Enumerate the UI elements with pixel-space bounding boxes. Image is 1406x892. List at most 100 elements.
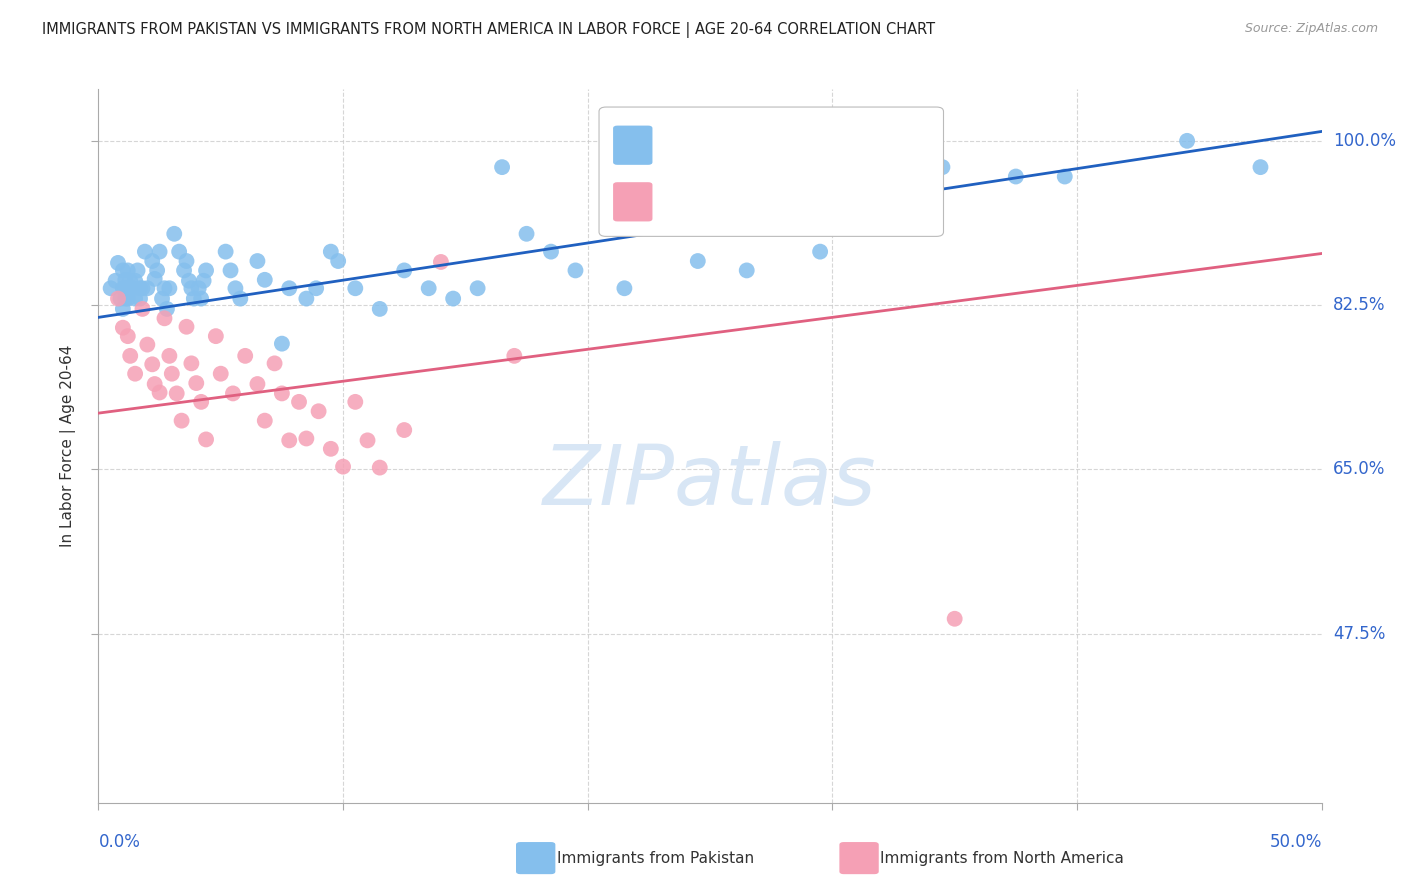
- Point: [190, 292, 212, 306]
- Point: [160, 367, 183, 381]
- Point: [120, 349, 142, 363]
- Point: [515, 227, 537, 241]
- Point: [117, 292, 139, 306]
- Point: [173, 263, 195, 277]
- Point: [356, 434, 378, 448]
- Point: [613, 281, 636, 295]
- Point: [170, 414, 193, 428]
- Point: [121, 281, 143, 295]
- Point: [129, 292, 152, 306]
- Point: [141, 254, 163, 268]
- Point: [107, 292, 129, 306]
- Point: [153, 281, 176, 295]
- Point: [166, 386, 188, 401]
- Point: [157, 349, 180, 363]
- Text: 0.580: 0.580: [702, 136, 759, 154]
- Text: 65.0%: 65.0%: [1333, 460, 1385, 478]
- Point: [156, 301, 179, 316]
- Point: [114, 273, 136, 287]
- Text: R =: R =: [659, 193, 699, 211]
- Point: [131, 281, 153, 295]
- Point: [124, 274, 146, 288]
- Point: [278, 281, 301, 295]
- Text: 41: 41: [807, 193, 832, 211]
- Point: [134, 244, 156, 259]
- Point: [163, 227, 186, 241]
- Point: [124, 367, 146, 381]
- Point: [308, 404, 330, 418]
- Point: [686, 254, 709, 268]
- Point: [195, 263, 218, 277]
- Point: [430, 255, 453, 269]
- Text: N =: N =: [765, 136, 804, 154]
- Point: [233, 349, 256, 363]
- Point: [564, 263, 586, 277]
- Text: 47.5%: 47.5%: [1333, 624, 1385, 643]
- Point: [214, 244, 236, 259]
- Point: [193, 274, 215, 288]
- Point: [120, 274, 142, 288]
- Point: [263, 356, 285, 370]
- Point: [117, 329, 139, 343]
- Point: [332, 459, 354, 474]
- Point: [270, 386, 294, 401]
- Text: Immigrants from North America: Immigrants from North America: [880, 851, 1123, 865]
- Point: [141, 357, 163, 371]
- Point: [246, 254, 269, 268]
- Point: [136, 281, 159, 295]
- Point: [735, 263, 758, 277]
- Point: [368, 460, 391, 475]
- Text: 100.0%: 100.0%: [1333, 132, 1396, 150]
- Point: [219, 263, 242, 277]
- Point: [176, 254, 198, 268]
- Point: [392, 263, 416, 277]
- Point: [111, 281, 134, 295]
- Point: [224, 281, 246, 295]
- Text: 73: 73: [807, 136, 832, 154]
- Point: [146, 263, 169, 277]
- Point: [808, 244, 831, 259]
- Point: [117, 263, 139, 277]
- Point: [540, 244, 562, 259]
- Point: [150, 292, 173, 306]
- Point: [129, 281, 152, 295]
- Point: [1249, 160, 1271, 174]
- Point: [195, 433, 218, 447]
- Text: Source: ZipAtlas.com: Source: ZipAtlas.com: [1244, 22, 1378, 36]
- Point: [183, 292, 205, 306]
- Text: 0.0%: 0.0%: [98, 833, 141, 851]
- Point: [441, 292, 464, 306]
- Text: IMMIGRANTS FROM PAKISTAN VS IMMIGRANTS FROM NORTH AMERICA IN LABOR FORCE | AGE 2: IMMIGRANTS FROM PAKISTAN VS IMMIGRANTS F…: [42, 22, 935, 38]
- Point: [187, 281, 209, 295]
- Point: [328, 254, 350, 268]
- Point: [222, 386, 245, 401]
- Point: [136, 337, 159, 351]
- Point: [205, 329, 228, 343]
- Point: [149, 244, 172, 259]
- Point: [209, 367, 232, 381]
- Point: [157, 281, 180, 295]
- Point: [180, 356, 202, 370]
- Point: [503, 349, 526, 363]
- Point: [467, 281, 489, 295]
- Point: [190, 395, 212, 409]
- Point: [114, 281, 136, 295]
- Point: [319, 442, 342, 456]
- Point: [124, 292, 146, 306]
- Point: [114, 292, 136, 306]
- Point: [278, 434, 301, 448]
- Point: [111, 320, 134, 334]
- Point: [246, 377, 269, 392]
- Point: [143, 377, 166, 392]
- Point: [418, 281, 440, 295]
- Point: [180, 281, 202, 295]
- Point: [177, 274, 200, 288]
- Point: [110, 292, 132, 306]
- Text: R =: R =: [659, 136, 699, 154]
- Point: [344, 281, 367, 295]
- Y-axis label: In Labor Force | Age 20-64: In Labor Force | Age 20-64: [59, 345, 76, 547]
- Point: [127, 263, 149, 277]
- Point: [253, 414, 276, 428]
- Point: [270, 336, 294, 351]
- Point: [131, 301, 153, 316]
